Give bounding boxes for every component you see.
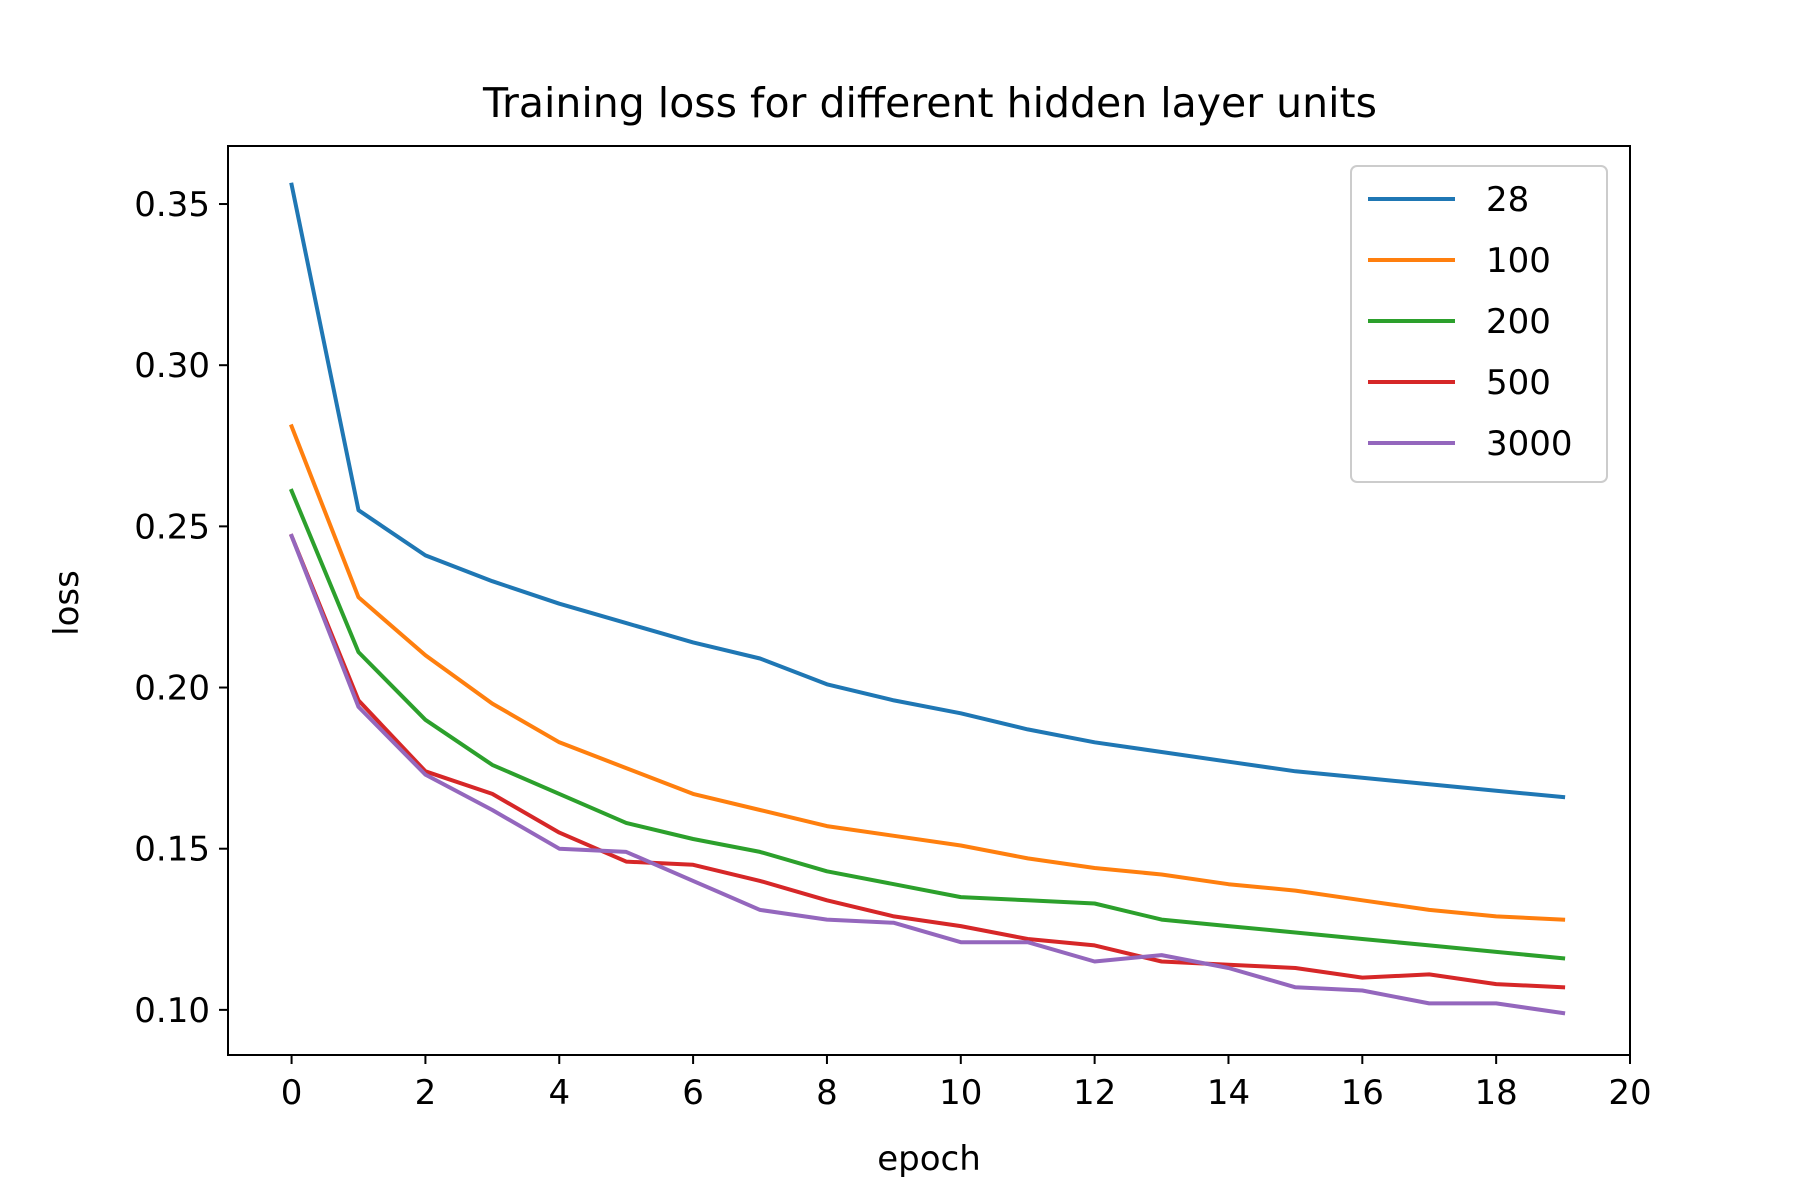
x-tick-label: 12	[1073, 1073, 1116, 1113]
y-tick-label: 0.10	[134, 991, 210, 1031]
x-tick-label: 2	[415, 1073, 437, 1113]
series-line-28	[289, 182, 1566, 800]
legend-label: 100	[1486, 241, 1551, 281]
x-tick-label: 20	[1608, 1073, 1651, 1113]
x-axis: 0 2 4 6 8 10 12 14 16 18 20	[281, 1055, 1652, 1113]
y-axis: 0.10 0.15 0.20 0.25 0.30 0.35	[134, 185, 228, 1031]
x-tick-label: 4	[548, 1073, 570, 1113]
y-axis-label: loss	[47, 570, 87, 636]
legend-label: 3000	[1486, 424, 1573, 464]
x-tick-label: 10	[939, 1073, 982, 1113]
chart-title: Training loss for different hidden layer…	[482, 79, 1377, 127]
series-line-3000	[289, 533, 1566, 1016]
legend-label: 200	[1486, 302, 1551, 342]
legend: 28 100 200 500 3000	[1350, 165, 1608, 483]
x-tick-label: 8	[816, 1073, 838, 1113]
y-tick-label: 0.15	[134, 830, 210, 870]
x-tick-label: 14	[1207, 1073, 1250, 1113]
series-line-500	[288, 533, 1566, 990]
series-line-100	[289, 423, 1566, 922]
series-line-200	[288, 488, 1566, 961]
x-tick-label: 6	[682, 1073, 704, 1113]
y-tick-label: 0.35	[134, 185, 210, 225]
y-tick-label: 0.20	[134, 669, 210, 709]
plot-area-frame	[227, 145, 1631, 1056]
x-tick-label: 16	[1341, 1073, 1384, 1113]
series-lines	[288, 182, 1566, 1016]
legend-box	[1350, 165, 1608, 483]
legend-label: 28	[1486, 180, 1529, 220]
x-axis-label: epoch	[877, 1139, 981, 1179]
y-tick-label: 0.25	[134, 507, 210, 547]
y-tick-label: 0.30	[134, 346, 210, 386]
legend-label: 500	[1486, 363, 1551, 403]
x-tick-label: 0	[281, 1073, 303, 1113]
x-tick-label: 18	[1475, 1073, 1518, 1113]
